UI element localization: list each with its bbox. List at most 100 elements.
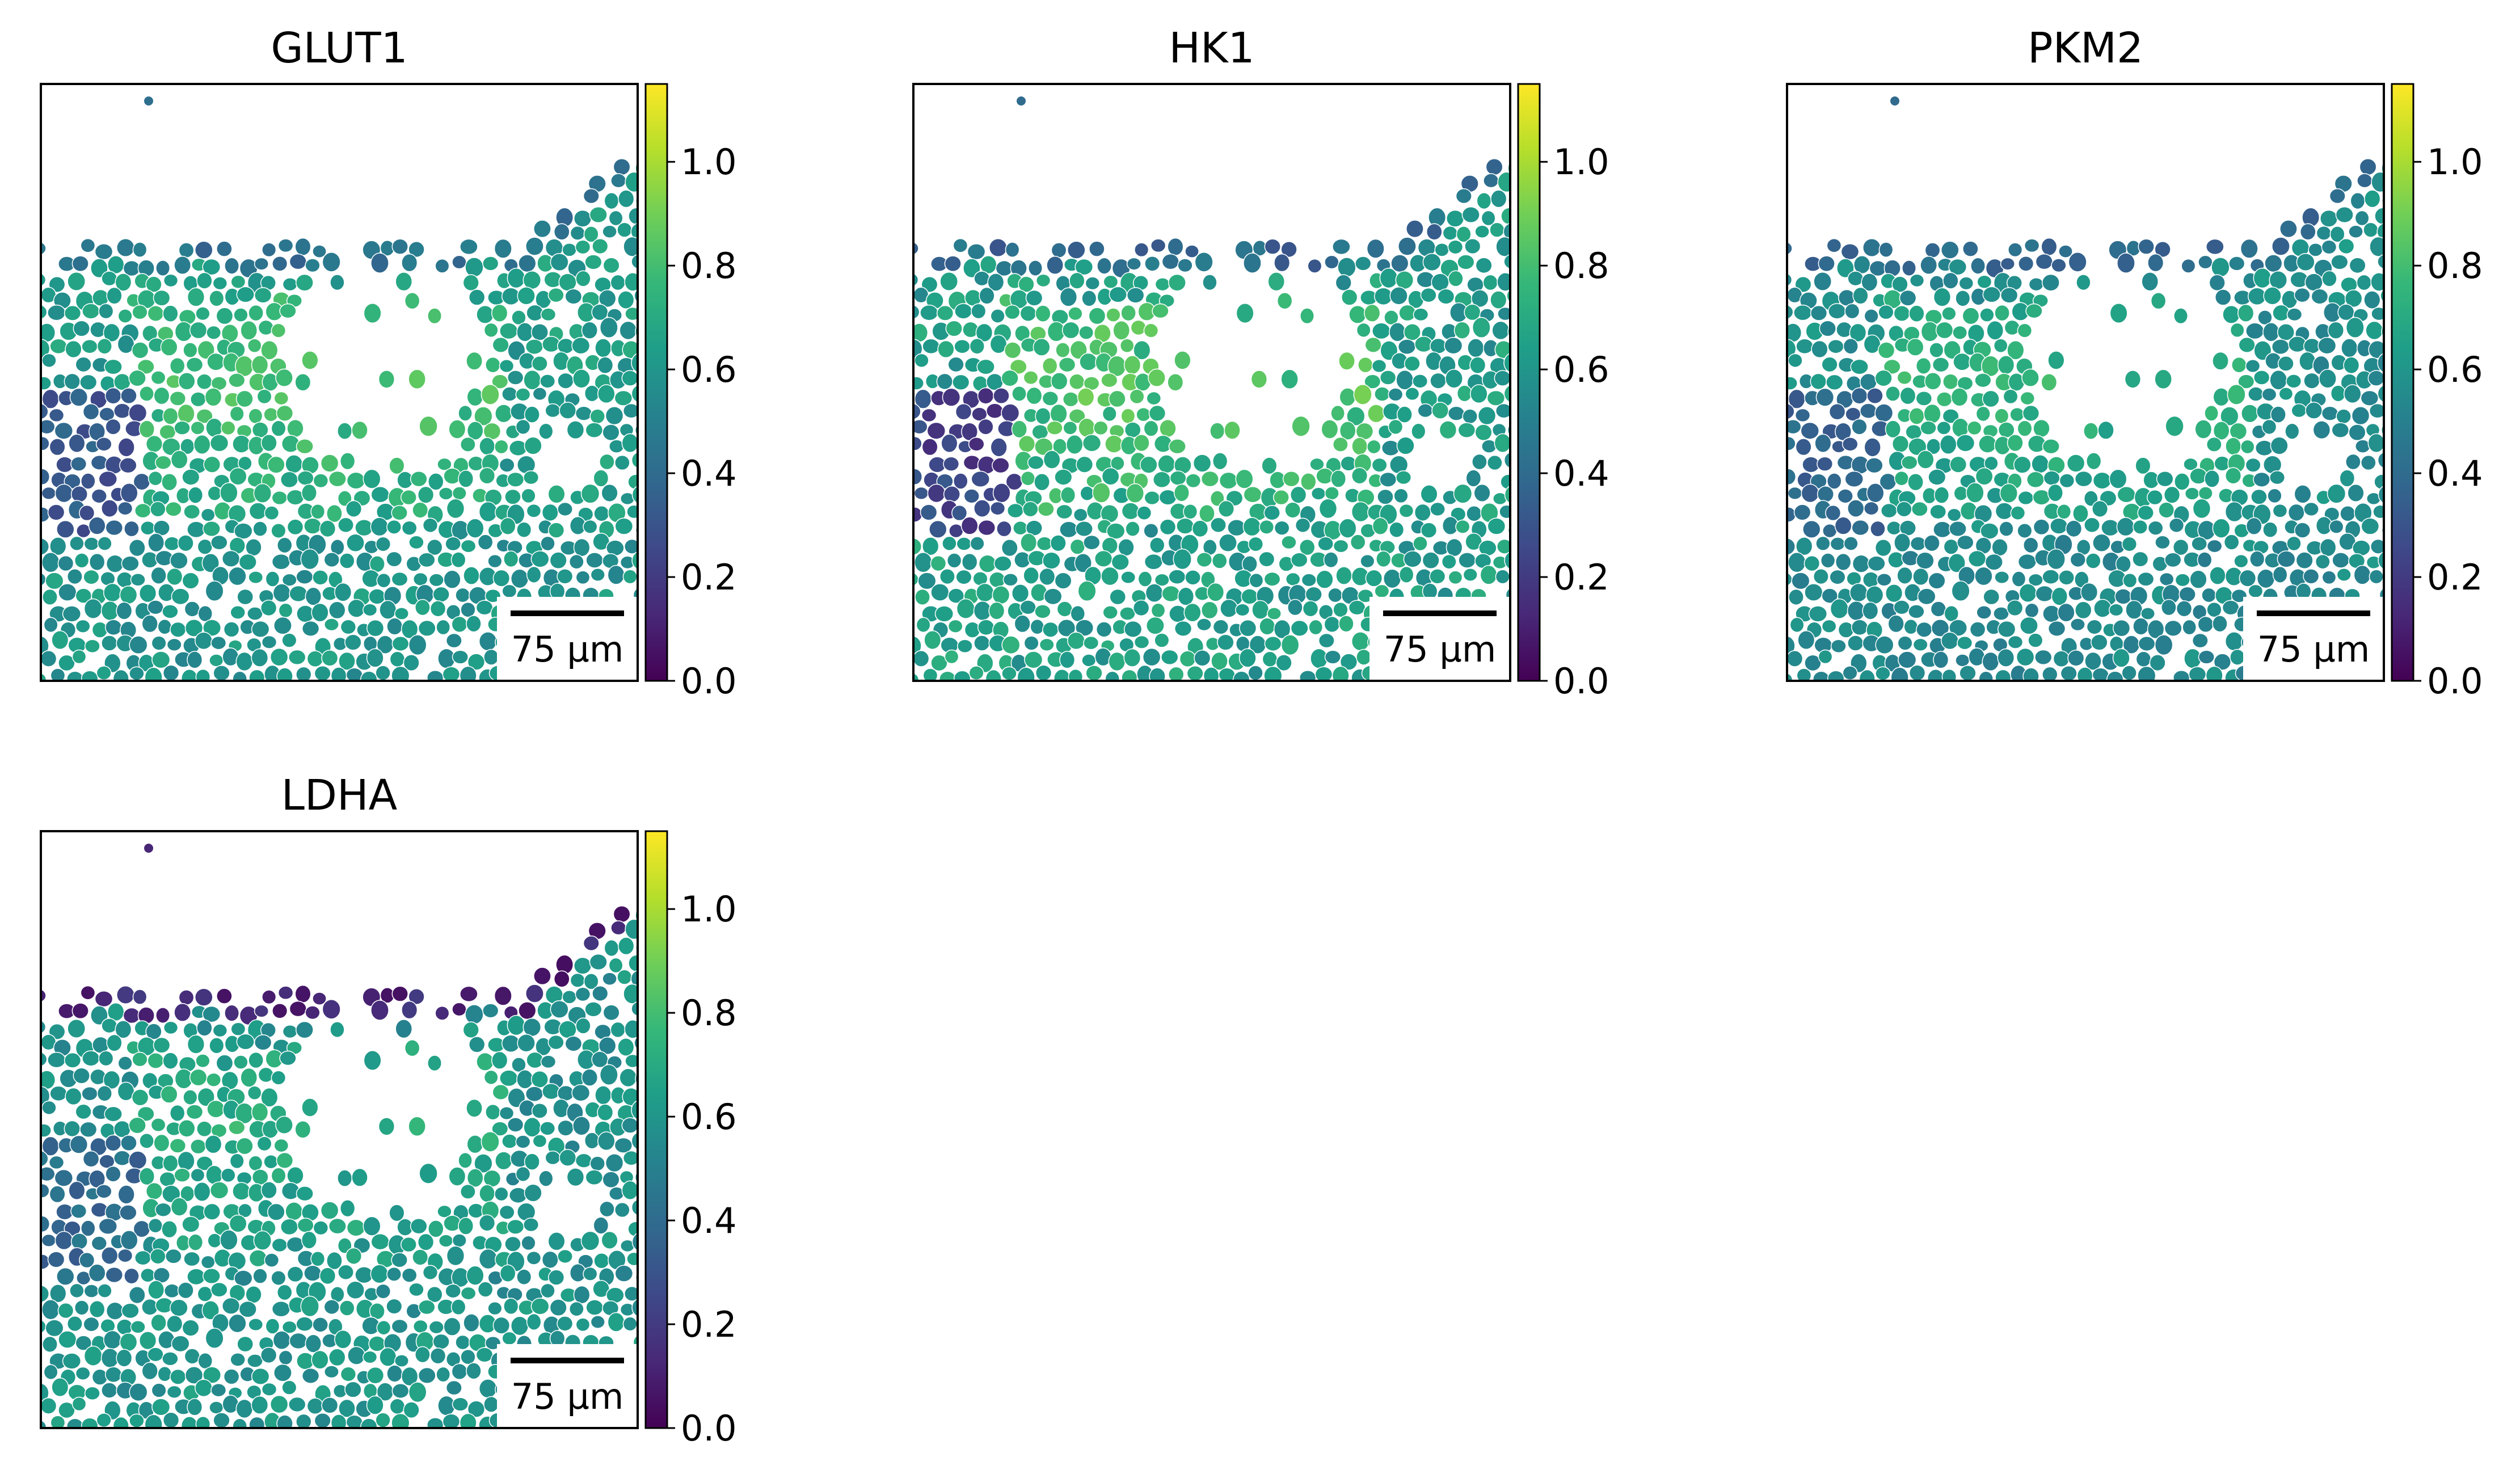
cell-marker <box>1962 241 1979 257</box>
cell-marker <box>49 537 67 556</box>
cell-marker <box>427 1417 444 1428</box>
cell-marker <box>511 1057 526 1073</box>
cell-marker <box>1324 486 1339 500</box>
cell-marker <box>2240 238 2258 259</box>
cell-marker <box>291 684 305 700</box>
cell-marker <box>202 1005 221 1023</box>
cell-marker <box>1374 386 1390 402</box>
cell-marker <box>996 685 1013 702</box>
cell-marker <box>1321 419 1339 439</box>
cell-marker <box>419 684 433 697</box>
cell-marker <box>1970 257 1986 275</box>
cell-marker <box>1893 305 1911 322</box>
cell-marker <box>521 1235 536 1251</box>
cell-marker <box>651 684 667 700</box>
cell-marker <box>1393 488 1409 504</box>
cell-marker <box>153 289 171 306</box>
cell-marker <box>1495 236 1510 257</box>
cell-marker <box>452 255 467 269</box>
cell-marker <box>953 670 971 681</box>
cell-marker <box>1908 664 1926 681</box>
cell-marker <box>1056 504 1073 520</box>
cell-marker <box>248 1416 266 1428</box>
cell-marker <box>1074 553 1092 573</box>
cell-marker <box>2007 635 2024 649</box>
cell-marker <box>459 666 477 681</box>
cell-marker <box>1159 519 1177 536</box>
cell-marker <box>1220 599 1238 618</box>
cell-marker <box>187 688 203 703</box>
cell-marker <box>2261 388 2277 402</box>
cell-marker <box>2253 267 2272 289</box>
cell-marker <box>154 455 172 470</box>
cell-marker <box>196 408 213 424</box>
cell-marker <box>1844 470 1864 488</box>
cell-marker <box>137 359 155 374</box>
cell-marker <box>294 237 311 256</box>
cell-marker <box>1351 501 1371 523</box>
cell-marker <box>2024 238 2040 253</box>
cell-marker <box>597 356 614 374</box>
cell-marker <box>216 988 233 1004</box>
cell-marker <box>75 356 92 373</box>
cell-marker <box>187 486 204 504</box>
cell-marker <box>1013 520 1029 536</box>
cell-marker <box>1302 600 1319 617</box>
cell-marker <box>232 1418 247 1428</box>
cell-marker <box>1936 391 1953 407</box>
cell-marker <box>132 304 148 320</box>
cell-marker <box>617 222 633 238</box>
cell-marker <box>105 519 124 536</box>
cell-marker <box>1012 385 1027 402</box>
cell-marker <box>1974 566 1993 586</box>
cell-marker <box>404 1039 420 1057</box>
cell-marker <box>2240 439 2255 454</box>
cell-marker <box>116 1349 133 1367</box>
cell-marker <box>1499 504 1510 519</box>
cell-marker <box>1917 588 1936 605</box>
cell-marker <box>2117 486 2136 503</box>
cell-marker <box>2365 321 2384 340</box>
cell-marker <box>2228 256 2245 271</box>
cell-marker <box>621 433 638 453</box>
cell-marker <box>943 485 960 503</box>
cell-marker <box>1474 424 1493 441</box>
cell-marker <box>443 1317 461 1336</box>
cell-marker <box>564 1035 583 1052</box>
cell-marker <box>195 306 210 321</box>
cell-marker <box>67 271 86 292</box>
cell-marker <box>1932 357 1950 373</box>
cell-marker <box>1364 336 1382 353</box>
cell-marker <box>1353 384 1372 405</box>
cell-marker <box>519 684 537 705</box>
cell-marker <box>2035 253 2053 270</box>
cell-marker <box>209 1181 229 1199</box>
cell-marker <box>1185 473 1202 488</box>
cell-marker <box>572 369 591 389</box>
cell-marker <box>987 273 1005 292</box>
cell-marker <box>1874 539 1892 557</box>
cell-marker <box>451 1363 468 1380</box>
cell-marker <box>300 548 319 570</box>
cell-marker <box>1477 406 1497 426</box>
cell-marker <box>2076 274 2091 291</box>
cell-marker <box>427 669 444 681</box>
cell-marker <box>209 654 224 667</box>
cell-marker <box>583 226 599 243</box>
cell-marker <box>170 450 188 469</box>
cell-marker <box>41 1420 47 1428</box>
cell-marker <box>2151 687 2167 705</box>
cell-marker <box>1793 304 1813 321</box>
cell-marker <box>913 419 928 435</box>
cell-marker <box>256 1136 272 1152</box>
cell-marker <box>2192 498 2211 519</box>
cell-marker <box>202 258 221 276</box>
cell-marker <box>183 1089 198 1106</box>
cell-marker <box>43 1364 58 1380</box>
cell-marker <box>1804 583 1823 601</box>
cell-marker <box>992 586 1010 605</box>
cell-marker <box>913 241 919 255</box>
cell-marker <box>234 1270 253 1287</box>
cell-marker <box>2132 551 2149 567</box>
cell-marker <box>1839 686 1856 704</box>
